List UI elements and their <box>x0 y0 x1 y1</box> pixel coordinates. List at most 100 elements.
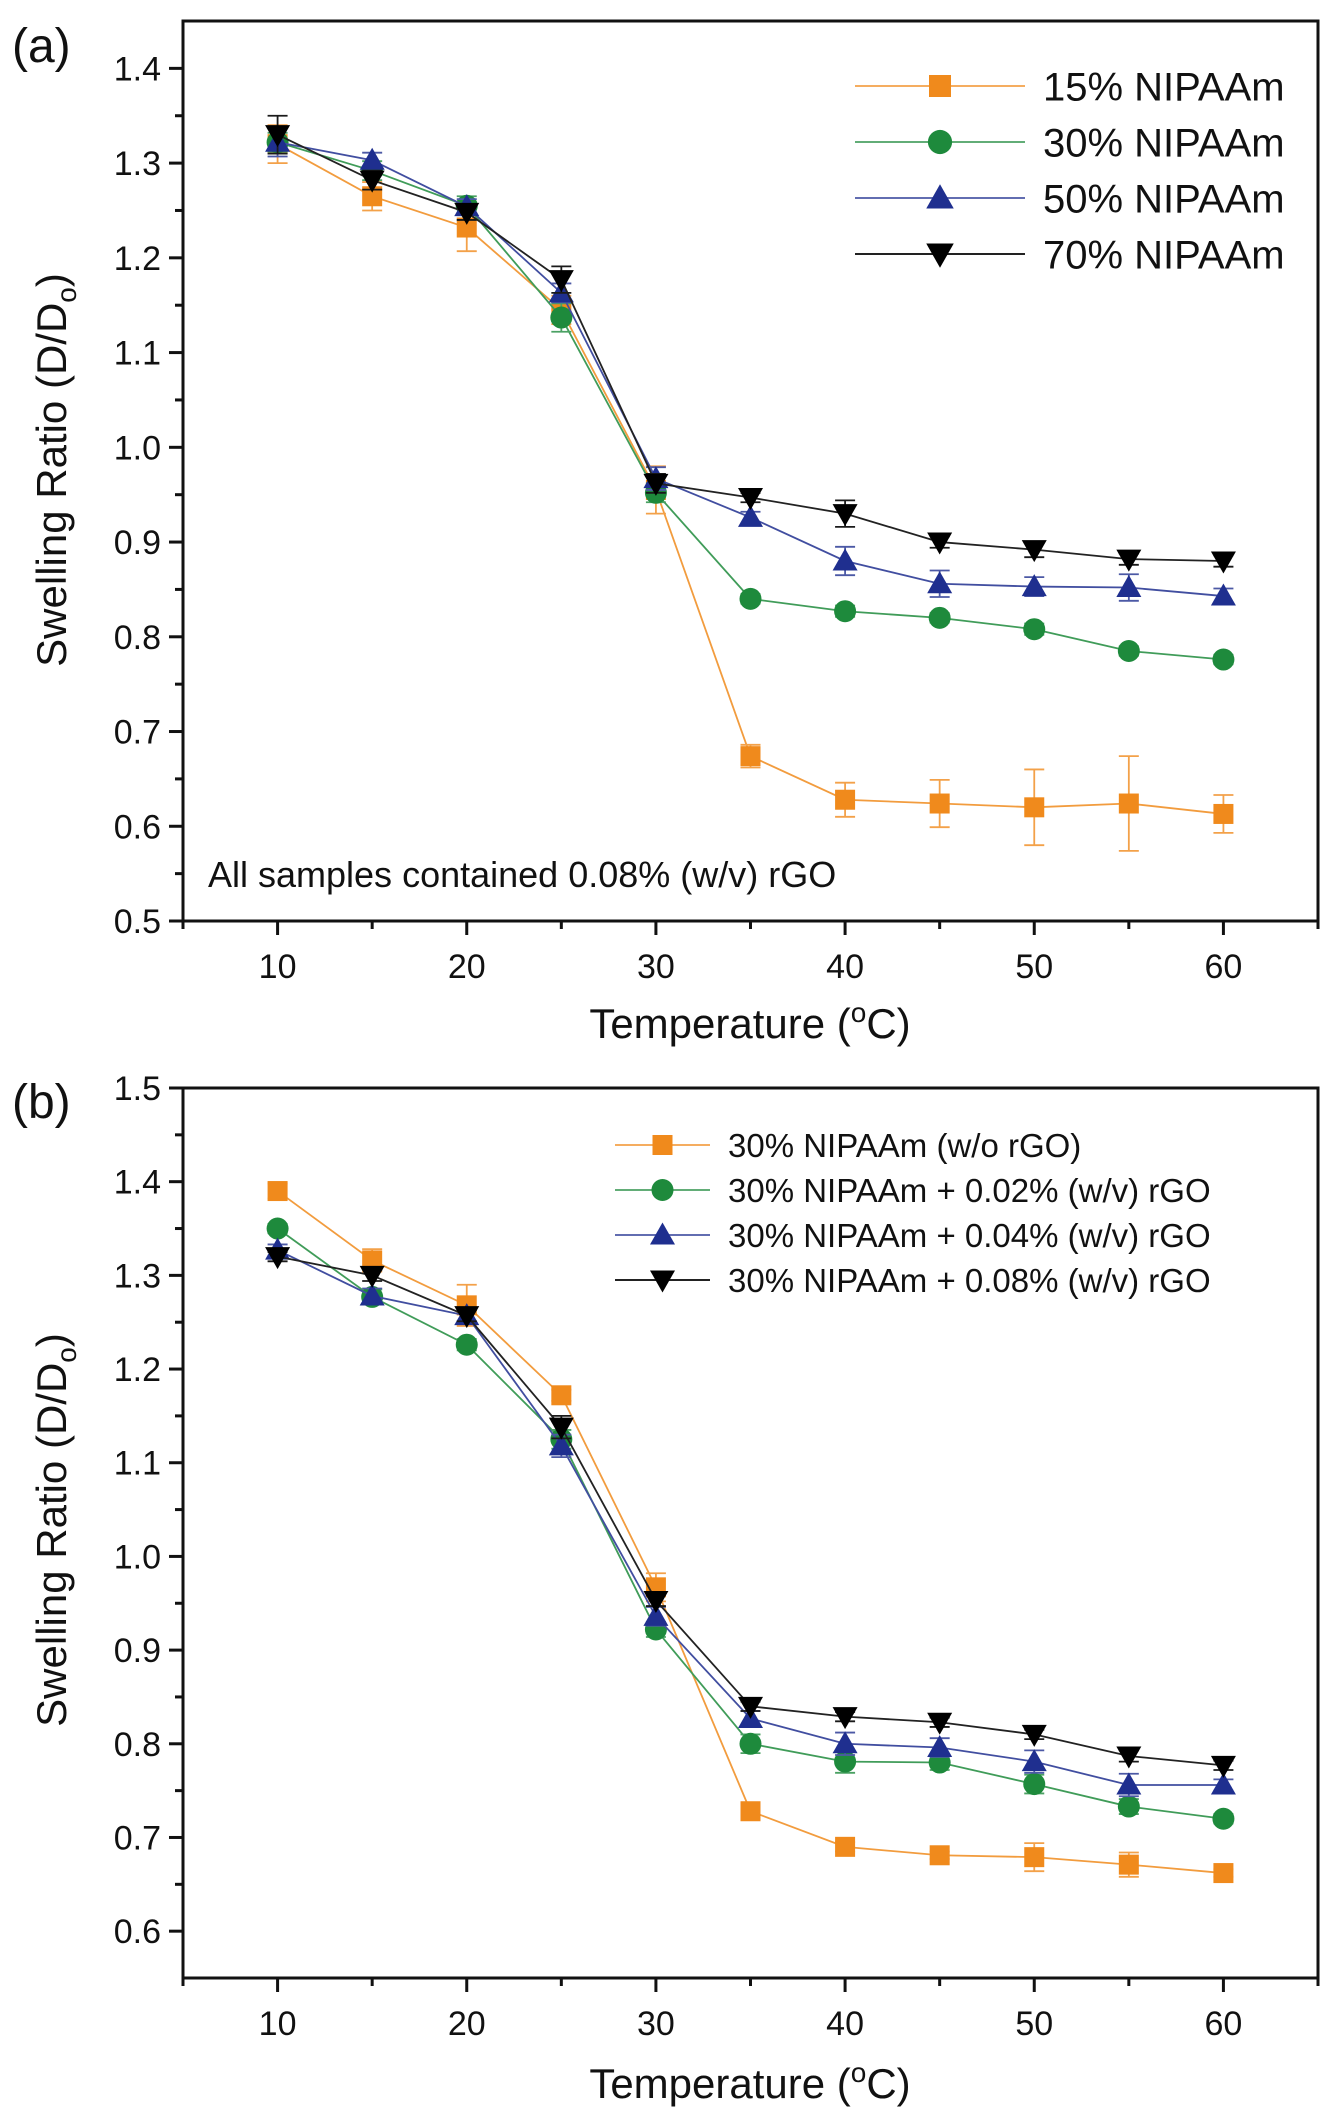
x-tick-label: 30 <box>637 2005 675 2043</box>
data-point <box>643 1603 669 1626</box>
data-point <box>1116 575 1142 598</box>
y-tick-label: 0.8 <box>114 1726 161 1764</box>
data-point <box>740 746 761 767</box>
legend-label: 70% NIPAAm <box>1043 233 1285 277</box>
data-point <box>1021 540 1047 563</box>
legend-item: 30% NIPAAm + 0.04% (w/v) rGO <box>615 1217 1211 1254</box>
x-tick-label: 20 <box>448 948 486 986</box>
legend-label: 30% NIPAAm (w/o rGO) <box>728 1127 1081 1164</box>
data-point <box>1210 1755 1236 1778</box>
legend-item: 15% NIPAAm <box>855 65 1285 109</box>
y-tick-label: 1.0 <box>114 429 161 467</box>
data-point <box>1021 574 1047 597</box>
y-tick-label: 0.5 <box>114 903 161 941</box>
series-line <box>277 1227 1224 1820</box>
data-point <box>927 532 953 555</box>
panel-a-label: (a) <box>12 20 71 73</box>
panel-a-x-axis-title: Temperature (oC) <box>589 997 910 1047</box>
data-point <box>359 147 385 170</box>
legend-label: 30% NIPAAm + 0.04% (w/v) rGO <box>728 1217 1211 1254</box>
data-point <box>362 186 383 207</box>
data-point <box>266 1217 289 1240</box>
series-triangle-down <box>265 114 1236 574</box>
data-point <box>928 606 951 629</box>
data-point <box>548 1417 574 1440</box>
data-point <box>1021 1749 1047 1772</box>
data-point <box>740 1801 761 1822</box>
y-tick-label: 1.0 <box>114 1538 161 1576</box>
series-triangle-down <box>265 1247 1236 1778</box>
data-point <box>834 1750 857 1773</box>
y-tick-label: 1.1 <box>114 335 161 373</box>
legend-item: 30% NIPAAm (w/o rGO) <box>615 1127 1081 1164</box>
y-tick-label: 1.5 <box>114 1070 161 1108</box>
panel-b-legend: 30% NIPAAm (w/o rGO) 30% NIPAAm + 0.02% (… <box>615 1127 1211 1299</box>
legend-label: 30% NIPAAm <box>1043 121 1285 165</box>
data-point <box>832 1707 858 1730</box>
data-point <box>739 1732 762 1755</box>
y-tick-label: 1.4 <box>114 50 161 88</box>
data-point <box>1210 1772 1236 1795</box>
data-point <box>362 1250 383 1271</box>
data-point <box>832 548 858 571</box>
y-tick-label: 0.6 <box>114 808 161 846</box>
y-tick-label: 0.7 <box>114 714 161 752</box>
legend-marker-triangle-up <box>650 1222 675 1245</box>
data-point <box>835 789 856 810</box>
data-point <box>267 1181 288 1202</box>
legend-label: 30% NIPAAm + 0.08% (w/v) rGO <box>728 1262 1211 1299</box>
data-point <box>1213 1863 1234 1884</box>
legend-marker-circle <box>927 129 953 155</box>
x-tick-label: 10 <box>259 948 297 986</box>
data-point <box>550 306 573 329</box>
legend-label: 30% NIPAAm + 0.02% (w/v) rGO <box>728 1172 1211 1209</box>
panel-b-label: (b) <box>12 1076 71 1129</box>
x-tick-label: 10 <box>259 2005 297 2043</box>
legend-marker-triangle-down <box>650 1270 675 1293</box>
data-point <box>832 1731 858 1754</box>
y-tick-label: 0.7 <box>114 1819 161 1857</box>
legend-item: 70% NIPAAm <box>855 233 1285 277</box>
data-point <box>1212 648 1235 671</box>
y-tick-label: 1.2 <box>114 1351 161 1389</box>
data-point <box>929 793 950 814</box>
x-tick-label: 50 <box>1015 948 1053 986</box>
data-point <box>548 1433 574 1456</box>
data-point <box>359 1265 385 1288</box>
data-point <box>265 1247 291 1270</box>
panel-a: (a) 0.5 0.6 0.7 0.8 0.9 1.0 1.1 1.2 1.3 1.4 10 20 3… <box>12 19 1320 1047</box>
legend-item: 50% NIPAAm <box>855 177 1285 221</box>
legend-item: 30% NIPAAm <box>855 121 1285 165</box>
series-circle <box>266 1217 1235 1830</box>
legend-marker-square <box>929 75 951 97</box>
x-tick-label: 20 <box>448 2005 486 2043</box>
y-tick-label: 0.9 <box>114 1632 161 1670</box>
panel-b: (b) 0.6 0.7 0.8 0.9 1.0 1.1 1.2 1.3 1.4 1.5 10 20 3… <box>12 1070 1320 2107</box>
data-point <box>1116 1746 1142 1769</box>
data-point <box>456 217 477 238</box>
panel-a-y-axis-title: Swelling Ratio (D/Do) <box>28 273 82 667</box>
data-point <box>454 1306 480 1329</box>
x-tick-label: 50 <box>1015 2005 1053 2043</box>
data-point <box>927 1735 953 1758</box>
data-point <box>548 270 574 293</box>
data-point <box>835 1836 856 1857</box>
data-point <box>1210 551 1236 574</box>
series-line <box>277 1255 1224 1767</box>
y-tick-label: 0.6 <box>114 1913 161 1951</box>
panel-b-y-axis-title: Swelling Ratio (D/Do) <box>28 1333 82 1727</box>
data-point <box>1023 618 1046 641</box>
y-tick-label: 0.8 <box>114 619 161 657</box>
data-point <box>1210 583 1236 606</box>
legend-marker-triangle-up <box>926 184 954 209</box>
y-tick-label: 1.3 <box>114 1257 161 1295</box>
x-tick-label: 40 <box>826 2005 864 2043</box>
data-point <box>643 473 669 496</box>
y-tick-label: 1.1 <box>114 1445 161 1483</box>
data-point <box>1024 797 1045 818</box>
legend-label: 50% NIPAAm <box>1043 177 1285 221</box>
legend-marker-square <box>652 1135 673 1155</box>
data-point <box>1118 793 1139 814</box>
data-point <box>1212 1807 1235 1830</box>
data-point <box>1213 803 1234 824</box>
